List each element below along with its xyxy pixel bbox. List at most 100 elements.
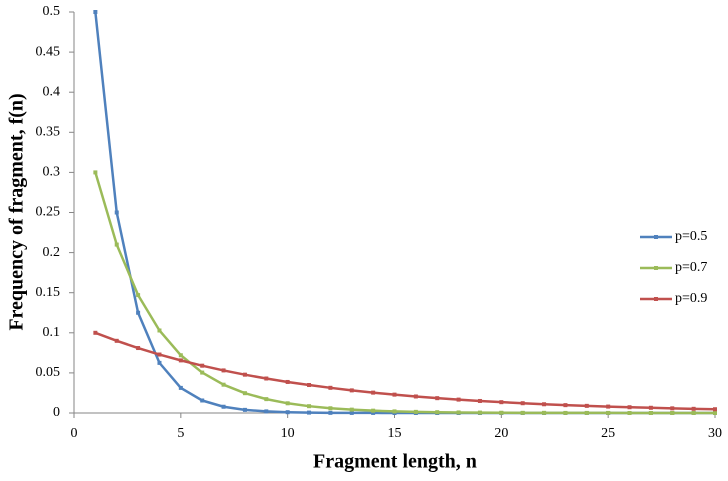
y-tick-label: 0 — [53, 405, 60, 420]
y-tick-label: 0.05 — [36, 365, 61, 380]
point-marker — [477, 410, 482, 415]
x-tick-label: 0 — [71, 426, 78, 441]
y-axis-title: Frequency of fragment, f(n) — [6, 93, 28, 330]
point-marker — [349, 388, 354, 393]
point-marker — [584, 403, 589, 408]
point-marker — [200, 363, 205, 368]
point-marker — [349, 407, 354, 412]
x-tick-label: 15 — [388, 426, 402, 441]
point-marker — [413, 409, 418, 414]
point-marker — [285, 410, 290, 415]
point-marker — [371, 410, 376, 415]
point-marker — [499, 400, 504, 405]
y-tick-label: 0.3 — [43, 165, 61, 180]
point-marker — [435, 410, 440, 415]
point-marker — [157, 328, 162, 333]
point-marker — [178, 358, 183, 363]
point-marker — [371, 408, 376, 413]
point-marker — [606, 410, 611, 415]
point-marker — [114, 338, 119, 343]
x-tick-label: 10 — [281, 426, 295, 441]
point-marker — [93, 10, 98, 14]
point-marker — [307, 404, 312, 409]
point-marker — [285, 401, 290, 406]
legend-marker — [654, 297, 658, 301]
legend-label: p=0.9 — [675, 291, 707, 306]
point-marker — [307, 410, 312, 415]
point-marker — [285, 379, 290, 384]
series-line — [94, 11, 715, 415]
point-marker — [713, 407, 717, 412]
point-marker — [648, 411, 653, 415]
point-marker — [178, 385, 183, 390]
point-marker — [136, 346, 141, 351]
legend-label: p=0.7 — [675, 260, 707, 275]
point-marker — [114, 210, 119, 215]
y-tick-label: 0.4 — [43, 84, 61, 99]
point-marker — [221, 404, 226, 409]
legend-label: p=0.5 — [675, 229, 707, 244]
point-marker — [136, 310, 141, 315]
y-tick-label: 0.15 — [36, 285, 61, 300]
point-marker — [606, 404, 611, 409]
point-marker — [242, 407, 247, 412]
point-marker — [691, 411, 696, 415]
y-tick-label: 0.5 — [43, 4, 61, 19]
y-tick-label: 0.1 — [43, 325, 61, 340]
x-tick-label: 5 — [177, 426, 184, 441]
point-marker — [435, 396, 440, 401]
point-marker — [93, 170, 98, 175]
point-marker — [670, 406, 675, 411]
point-marker — [349, 410, 354, 415]
x-tick-label: 30 — [708, 426, 722, 441]
point-marker — [328, 410, 333, 415]
point-marker — [242, 391, 247, 396]
series-line — [94, 172, 715, 415]
point-marker — [456, 397, 461, 402]
point-marker — [542, 402, 547, 407]
point-marker — [392, 392, 397, 397]
point-marker — [93, 330, 98, 335]
point-marker — [157, 360, 162, 365]
point-marker — [456, 410, 461, 415]
point-marker — [542, 410, 547, 415]
point-marker — [648, 405, 653, 410]
x-tick-label: 20 — [494, 426, 508, 441]
point-marker — [477, 398, 482, 403]
point-marker — [242, 372, 247, 377]
series-line — [94, 331, 716, 411]
point-marker — [221, 368, 226, 373]
point-marker — [670, 411, 675, 415]
y-tick-label: 0.45 — [36, 44, 61, 59]
point-marker — [371, 390, 376, 395]
point-marker — [157, 352, 162, 357]
legend-marker — [654, 235, 658, 239]
point-marker — [563, 403, 568, 408]
point-marker — [264, 397, 269, 402]
legend-marker — [654, 266, 658, 270]
point-marker — [627, 411, 632, 415]
point-marker — [691, 406, 696, 411]
point-marker — [136, 293, 141, 298]
point-marker — [221, 382, 226, 387]
point-marker — [627, 405, 632, 410]
x-tick-label: 25 — [601, 426, 615, 441]
point-marker — [413, 394, 418, 399]
point-marker — [264, 409, 269, 414]
point-marker — [584, 410, 589, 415]
point-marker — [307, 383, 312, 388]
point-marker — [328, 406, 333, 411]
point-marker — [563, 410, 568, 415]
point-marker — [328, 385, 333, 390]
y-tick-label: 0.25 — [36, 205, 61, 220]
point-marker — [713, 411, 717, 415]
y-tick-label: 0.2 — [43, 245, 61, 260]
point-marker — [114, 242, 119, 247]
x-axis-title: Fragment length, n — [313, 451, 477, 473]
point-marker — [200, 370, 205, 375]
point-marker — [392, 409, 397, 414]
point-marker — [520, 410, 525, 415]
point-marker — [499, 410, 504, 415]
